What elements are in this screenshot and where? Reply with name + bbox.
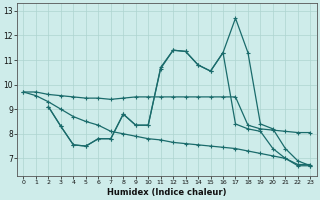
X-axis label: Humidex (Indice chaleur): Humidex (Indice chaleur) xyxy=(107,188,227,197)
